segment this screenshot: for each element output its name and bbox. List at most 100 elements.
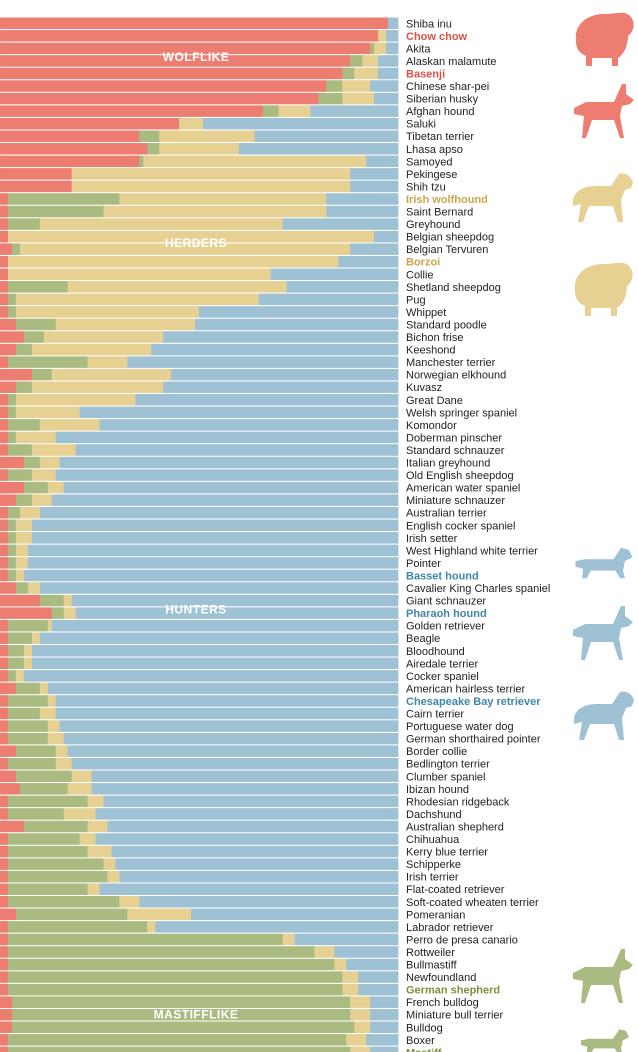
bar-row-shiba-inu [0, 17, 399, 30]
bar-cap-american-water-spaniel [390, 481, 398, 494]
bar-cap-akita [390, 42, 398, 55]
bar-cap-german-shorthaired-pointer [390, 732, 398, 745]
breed-label-cavalier-king-charles-spaniel: Cavalier King Charles spaniel [406, 583, 550, 595]
bar-segment-wolflike-saluki [0, 117, 180, 130]
bar-cap-shiba-inu [390, 17, 398, 30]
bar-segment-herders-schipperke [103, 858, 116, 870]
bar-left-cap-old-english-sheepdog [0, 469, 6, 481]
bar-left-cap-german-shepherd [0, 983, 6, 996]
bar-row-newfoundland [0, 971, 399, 983]
bar-cap-bichon-frise [390, 331, 398, 343]
bar-segment-hunters-rottweiler [334, 946, 399, 958]
bar-left-cap-chesapeake-bay-retriever [0, 695, 6, 707]
bar-segment-mastifflike-kerry-blue-terrier [7, 845, 88, 858]
bar-segment-herders-siberian-husky [342, 92, 375, 105]
bar-cap-australian-shepherd [390, 820, 398, 833]
bar-segment-wolflike-belgian-tervuren [0, 243, 13, 255]
bar-segment-mastifflike-lhasa-apso [147, 143, 160, 155]
bar-left-cap-giant-schnauzer [0, 594, 6, 607]
bar-segment-hunters-great-dane [135, 394, 399, 406]
bar-segment-mastifflike-miniature-schnauzer [15, 494, 33, 506]
bar-cap-saluki [390, 117, 398, 130]
bar-segment-herders-kerry-blue-terrier [87, 845, 112, 858]
breed-label-saluki: Saluki [406, 119, 436, 131]
bar-row-irish-wolfhound [0, 193, 399, 205]
bar-segment-herders-labrador-retriever [147, 921, 156, 933]
bar-cap-manchester-terrier [390, 356, 398, 368]
bar-segment-hunters-cocker-spaniel [23, 670, 399, 682]
bar-segment-herders-irish-wolfhound [119, 193, 327, 205]
bar-left-cap-alaskan-malamute [0, 55, 6, 67]
bar-segment-hunters-samoyed [366, 155, 399, 168]
bar-segment-mastifflike-airedale-terrier [7, 657, 25, 670]
bar-cap-schipperke [390, 858, 398, 870]
bar-segment-hunters-cavalier-king-charles-spaniel [39, 582, 399, 594]
bar-row-pharaoh-hound [0, 607, 399, 619]
bar-cap-kuvasz [390, 381, 398, 393]
bar-segment-herders-manchester-terrier [87, 356, 128, 368]
bar-row-german-shorthaired-pointer [0, 732, 399, 745]
bar-cap-shih-tzu [390, 180, 398, 193]
bar-left-cap-chinese-shar-pei [0, 80, 6, 92]
bar-segment-hunters-american-hairless-terrier [47, 682, 399, 695]
bar-left-cap-perro-de-presa-canario [0, 933, 6, 946]
bar-segment-mastifflike-miniature-bull-terrier [11, 1008, 351, 1021]
bar-row-saint-bernard [0, 205, 399, 218]
bar-segment-hunters-chinese-shar-pei [370, 80, 399, 92]
bar-segment-mastifflike-ibizan-hound [19, 783, 69, 795]
bar-segment-hunters-beagle [39, 632, 399, 644]
bar-segment-mastifflike-dachshund [7, 808, 65, 820]
bar-segment-herders-greyhound [39, 218, 283, 230]
breed-label-afghan-hound: Afghan hound [406, 106, 475, 118]
bar-segment-wolflike-miniature-bull-terrier [0, 1008, 13, 1021]
bar-left-cap-belgian-sheepdog [0, 230, 6, 243]
bar-segment-hunters-english-cocker-spaniel [31, 519, 399, 532]
bar-segment-mastifflike-afghan-hound [262, 105, 279, 117]
bar-left-cap-kuvasz [0, 381, 6, 393]
bar-cap-chihuahua [390, 833, 398, 845]
bar-segment-mastifflike-perro-de-presa-canario [7, 933, 283, 946]
bar-segment-hunters-tibetan-terrier [254, 130, 399, 142]
bar-segment-hunters-manchester-terrier [127, 356, 399, 368]
bar-segment-herders-english-cocker-spaniel [15, 519, 33, 532]
bar-cap-keeshond [390, 343, 398, 356]
bar-left-cap-kerry-blue-terrier [0, 845, 6, 858]
bar-segment-hunters-pharaoh-hound [75, 607, 399, 619]
bar-segment-herders-bullmastiff [334, 958, 347, 971]
bar-cap-pharaoh-hound [390, 607, 398, 619]
bar-cap-west-highland-white-terrier [390, 544, 398, 557]
bar-row-siberian-husky [0, 92, 399, 105]
stacked-bars [0, 17, 399, 1052]
bar-cap-clumber-spaniel [390, 770, 398, 783]
breed-label-pomeranian: Pomeranian [406, 909, 465, 921]
bar-segment-herders-italian-greyhound [39, 456, 61, 469]
bar-segment-mastifflike-belgian-tervuren [11, 243, 21, 255]
breed-label-doberman-pinscher: Doberman pinscher [406, 432, 502, 444]
bar-left-cap-boxer [0, 1034, 6, 1046]
breed-label-bloodhound: Bloodhound [406, 646, 465, 658]
breed-label-irish-terrier: Irish terrier [406, 872, 459, 884]
bar-segment-mastifflike-portuguese-water-dog [7, 720, 49, 732]
bar-cap-newfoundland [390, 971, 398, 983]
bar-row-basenji [0, 67, 399, 80]
bar-left-cap-dachshund [0, 808, 6, 820]
bar-row-flat-coated-retriever [0, 883, 399, 895]
bar-row-norwegian-elkhound [0, 368, 399, 381]
bar-cap-german-shepherd [390, 983, 398, 996]
bar-left-cap-american-water-spaniel [0, 481, 6, 494]
bar-segment-herders-alaskan-malamute [362, 55, 379, 67]
bar-cap-border-collie [390, 745, 398, 757]
chesapeake-bay-retriever-silhouette-icon [574, 691, 634, 740]
breed-label-labrador-retriever: Labrador retriever [406, 922, 494, 934]
breed-label-english-cocker-spaniel: English cocker spaniel [406, 520, 515, 532]
bar-segment-herders-rottweiler [314, 946, 335, 958]
bar-segment-wolflike-shih-tzu [0, 180, 73, 193]
bar-segment-hunters-komondor [99, 419, 399, 431]
bar-left-cap-komondor [0, 419, 6, 431]
bar-segment-herders-standard-poodle [55, 318, 196, 331]
bar-segment-herders-basset-hound [15, 569, 25, 582]
bar-cap-rottweiler [390, 946, 398, 958]
breed-label-american-water-spaniel: American water spaniel [406, 483, 520, 495]
bar-segment-hunters-flat-coated-retriever [99, 883, 399, 895]
bar-segment-herders-afghan-hound [278, 105, 311, 117]
